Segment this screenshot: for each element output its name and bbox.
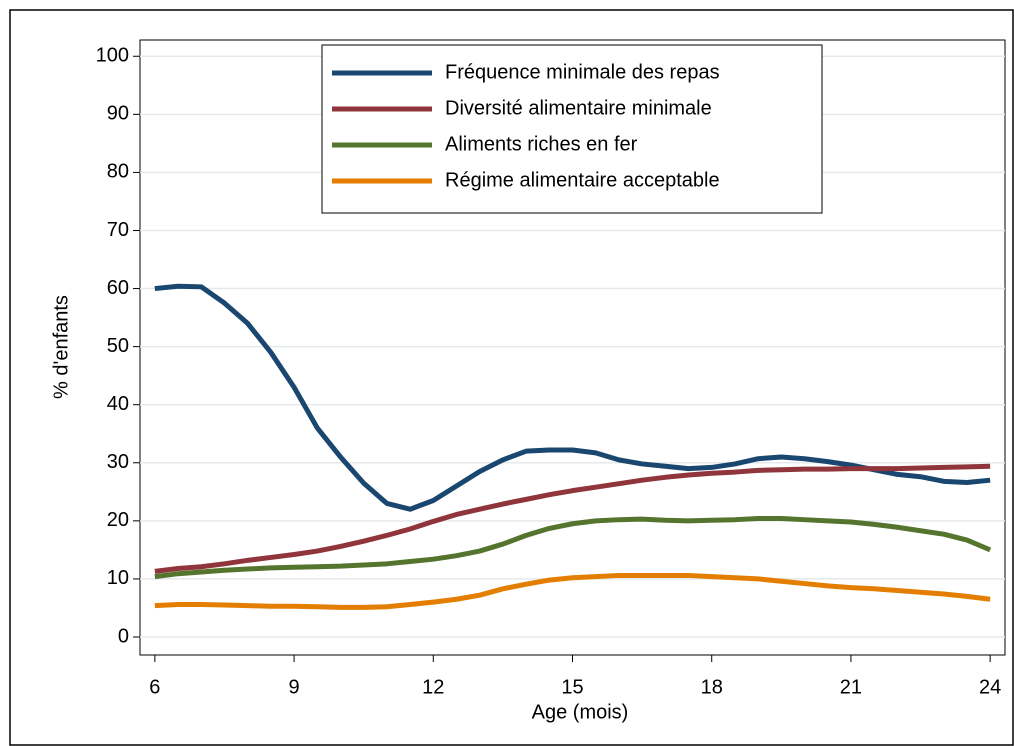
x-tick-label: 21 [840,676,862,698]
y-tick-label: 10 [107,567,129,589]
y-tick-label: 20 [107,509,129,531]
x-tick-label: 24 [979,676,1001,698]
y-tick-label: 0 [118,625,129,647]
legend-label: Aliments riches en fer [445,133,638,155]
y-tick-label: 80 [107,161,129,183]
x-tick-label: 15 [561,676,583,698]
y-tick-label: 50 [107,335,129,357]
x-axis-label: Age (mois) [532,701,629,723]
y-axis-label: % d'enfants [50,295,72,399]
y-tick-label: 100 [96,45,129,67]
series-line [154,572,991,610]
y-tick-label: 30 [107,451,129,473]
series-line [154,283,991,512]
x-tick-label: 18 [701,676,723,698]
y-tick-label: 40 [107,393,129,415]
x-tick-label: 6 [149,676,160,698]
series-line [154,463,991,574]
x-tick-label: 12 [422,676,444,698]
legend-label: Régime alimentaire acceptable [445,169,720,191]
x-tick-label: 9 [289,676,300,698]
legend-label: Diversité alimentaire minimale [445,97,712,119]
y-tick-label: 90 [107,103,129,125]
series-line [154,516,992,580]
y-tick-label: 70 [107,219,129,241]
legend-label: Fréquence minimale des repas [445,61,720,83]
y-tick-label: 60 [107,277,129,299]
